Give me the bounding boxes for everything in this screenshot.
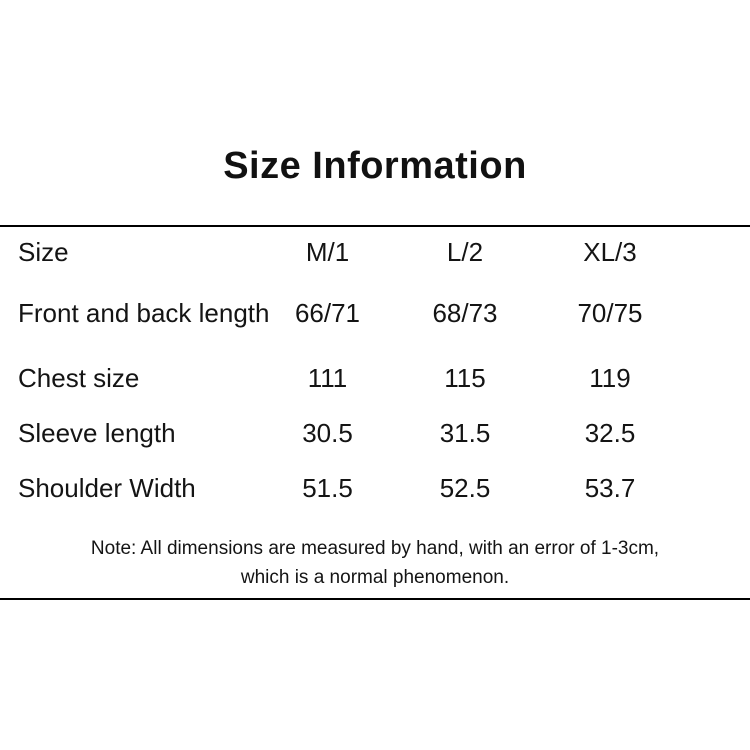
column-header-m1: M/1 (305, 237, 350, 267)
cell-value: 31.5 (439, 418, 491, 448)
column-header-size: Size (18, 237, 69, 267)
table-header-row: Size M/1 L/2 XL/3 (0, 227, 750, 277)
cell-value: 53.7 (584, 473, 636, 503)
cell-value: 32.5 (584, 418, 636, 448)
note-line-1: Note: All dimensions are measured by han… (90, 538, 660, 559)
row-label: Sleeve length (18, 418, 176, 448)
table-row-chest-size: Chest size 111 115 119 (0, 348, 750, 408)
table-row-front-back-length: Front and back length 66/71 68/73 70/75 (0, 277, 750, 348)
table-row-sleeve-length: Sleeve length 30.5 31.5 32.5 (0, 408, 750, 458)
cell-value: 111 (307, 363, 348, 393)
row-label: Chest size (18, 363, 140, 393)
cell-value: 52.5 (439, 473, 491, 503)
row-label: Shoulder Width (18, 473, 196, 503)
measurement-note: Note: All dimensions are measured by han… (0, 534, 750, 592)
column-header-l2: L/2 (446, 237, 484, 267)
cell-value: 66/71 (294, 297, 361, 328)
cell-value: 70/75 (577, 297, 643, 328)
size-table: Size M/1 L/2 XL/3 Front and back length … (0, 227, 750, 518)
column-header-xl3: XL/3 (583, 237, 637, 267)
page-title: Size Information (223, 145, 527, 187)
row-label: Front and back length (18, 297, 270, 328)
cell-value: 68/73 (432, 297, 498, 328)
cell-value: 115 (444, 363, 486, 393)
top-divider (0, 225, 750, 227)
bottom-divider (0, 598, 750, 600)
note-line-2: which is a normal phenomenon. (240, 567, 510, 588)
cell-value: 51.5 (302, 473, 353, 503)
cell-value: 30.5 (302, 418, 353, 448)
cell-value: 119 (589, 363, 631, 393)
table-row-shoulder-width: Shoulder Width 51.5 52.5 53.7 (0, 458, 750, 518)
